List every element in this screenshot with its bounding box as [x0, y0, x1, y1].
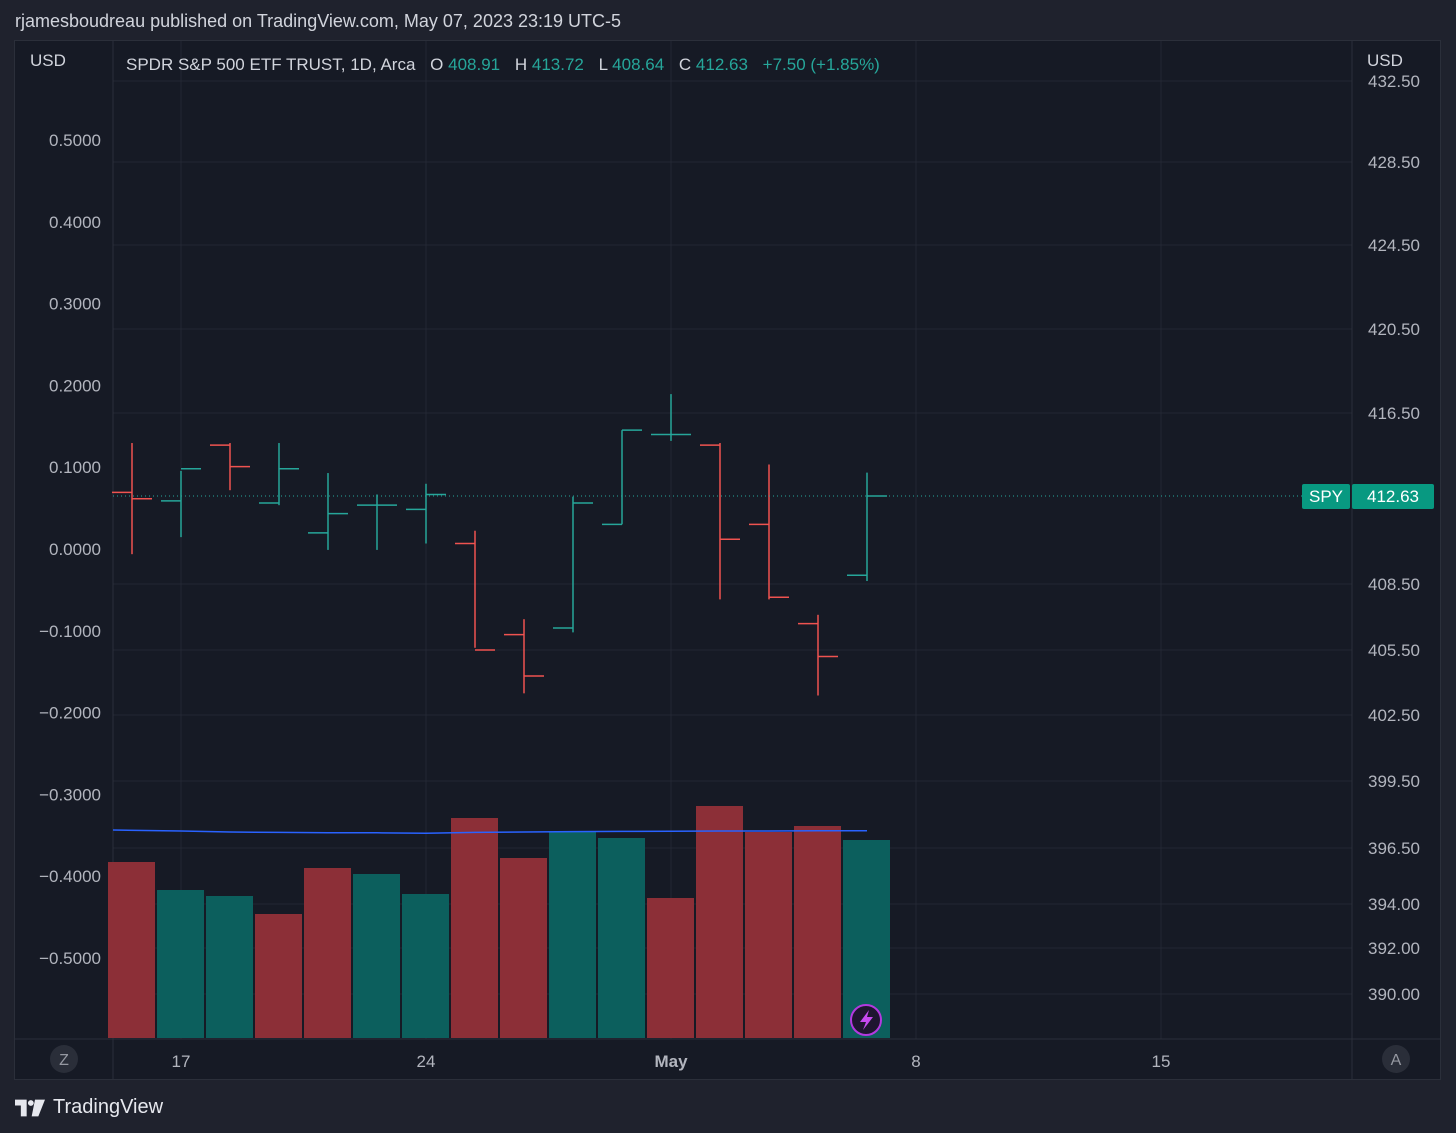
ohlc-bar	[602, 429, 642, 526]
time-axis-tick: 24	[417, 1052, 436, 1071]
legend-open-value: 408.91	[448, 55, 500, 74]
volume-bar	[549, 832, 596, 1038]
left-axis-tick: −0.4000	[39, 867, 101, 886]
left-axis-tick: −0.3000	[39, 785, 101, 804]
right-axis-tick: 424.50	[1368, 236, 1420, 255]
volume-bar	[451, 818, 498, 1038]
tradingview-brand[interactable]: TradingView	[15, 1096, 163, 1119]
legend-low-label: L	[599, 55, 608, 74]
left-axis-tick: −0.5000	[39, 949, 101, 968]
volume-bar	[500, 858, 547, 1038]
right-axis-tick: 432.50	[1368, 72, 1420, 91]
ohlc-bar	[798, 614, 838, 696]
legend-change: +7.50 (+1.85%)	[763, 55, 880, 74]
a-button-label: A	[1391, 1052, 1402, 1069]
ohlc-bar	[553, 496, 593, 633]
ohlc-bar	[210, 443, 250, 491]
left-axis-tick: 0.5000	[49, 131, 101, 150]
ohlc-bar	[112, 443, 152, 555]
left-currency-label: USD	[30, 51, 66, 70]
z-button[interactable]: Z	[50, 1045, 78, 1073]
left-axis-tick: 0.2000	[49, 376, 101, 395]
lightning-icon[interactable]	[850, 1004, 882, 1036]
volume-bar	[696, 806, 743, 1038]
right-axis-tick: 396.50	[1368, 839, 1420, 858]
publication-line: rjamesboudreau published on TradingView.…	[15, 11, 622, 31]
volume-bar	[255, 914, 302, 1038]
ohlc-bar	[504, 619, 544, 694]
ohlc-bar	[357, 494, 397, 550]
ohlc-bar	[308, 473, 348, 550]
right-currency-label: USD	[1367, 51, 1403, 70]
volume-bar	[108, 862, 155, 1038]
right-axis-tick: 394.00	[1368, 895, 1420, 914]
right-price-axis: 432.50 428.50 424.50 420.50 416.50 408.50 405.…	[1368, 72, 1420, 1004]
right-axis-tick: 420.50	[1368, 320, 1420, 339]
right-axis-tick: 416.50	[1368, 404, 1420, 423]
ohlc-bar	[651, 394, 691, 441]
ohlc-bar	[259, 443, 299, 506]
right-axis-tick: 428.50	[1368, 153, 1420, 172]
right-axis-tick: 390.00	[1368, 985, 1420, 1004]
ohlc-bar	[406, 483, 446, 544]
volume-bar	[598, 838, 645, 1038]
volume-bar	[402, 894, 449, 1038]
left-axis-tick: 0.3000	[49, 295, 101, 314]
legend-low-value: 408.64	[612, 55, 664, 74]
left-axis-tick: 0.4000	[49, 213, 101, 232]
last-price-label: 412.63	[1367, 487, 1419, 506]
legend-close-label: C	[679, 55, 691, 74]
volume-bar	[157, 890, 204, 1038]
time-axis-tick: 15	[1152, 1052, 1171, 1071]
left-axis-tick: 0.0000	[49, 540, 101, 559]
tradingview-wordmark: TradingView	[53, 1096, 164, 1118]
volume-ma-polyline	[112, 829, 867, 834]
z-button-label: Z	[59, 1052, 69, 1069]
right-axis-tick: 405.50	[1368, 641, 1420, 660]
legend-close-value: 412.63	[696, 55, 748, 74]
left-axis-tick: 0.1000	[49, 458, 101, 477]
volume-bars	[108, 806, 890, 1038]
left-price-axis: 0.5000 0.4000 0.3000 0.2000 0.1000 0.0000 −0.1…	[39, 131, 101, 968]
ohlc-bar	[455, 530, 495, 651]
volume-bar	[206, 896, 253, 1038]
right-axis-tick: 402.50	[1368, 706, 1420, 725]
tradingview-logo-icon	[15, 1099, 45, 1116]
time-axis-tick: May	[654, 1052, 688, 1071]
ohlc-bars	[112, 394, 887, 696]
right-axis-tick: 392.00	[1368, 939, 1420, 958]
volume-bar	[304, 868, 351, 1038]
legend-high-label: H	[515, 55, 527, 74]
left-axis-tick: −0.1000	[39, 622, 101, 641]
ohlc-bar	[700, 443, 740, 600]
right-axis-tick: 408.50	[1368, 575, 1420, 594]
volume-bar	[353, 874, 400, 1038]
time-axis: 17 24 May 8 15	[172, 1052, 1171, 1071]
ticker-label: SPY	[1309, 487, 1343, 506]
ohlc-bar	[161, 468, 201, 538]
ohlc-bar	[847, 472, 887, 582]
ticker-price-tag: SPY 412.63	[1302, 484, 1434, 509]
legend-open-label: O	[430, 55, 443, 74]
time-axis-tick: 8	[911, 1052, 920, 1071]
legend-row: SPDR S&P 500 ETF TRUST, 1D, Arca O 408.9…	[126, 55, 880, 74]
right-axis-tick: 399.50	[1368, 772, 1420, 791]
legend-high-value: 413.72	[532, 55, 584, 74]
volume-bar	[647, 898, 694, 1038]
legend-symbol: SPDR S&P 500 ETF TRUST, 1D, Arca	[126, 55, 416, 74]
a-button[interactable]: A	[1382, 1045, 1410, 1073]
volume-bar	[794, 826, 841, 1038]
left-axis-tick: −0.2000	[39, 704, 101, 723]
ohlc-bar	[749, 464, 789, 600]
time-axis-tick: 17	[172, 1052, 191, 1071]
volume-ma-line	[112, 829, 867, 834]
volume-bar	[745, 832, 792, 1038]
